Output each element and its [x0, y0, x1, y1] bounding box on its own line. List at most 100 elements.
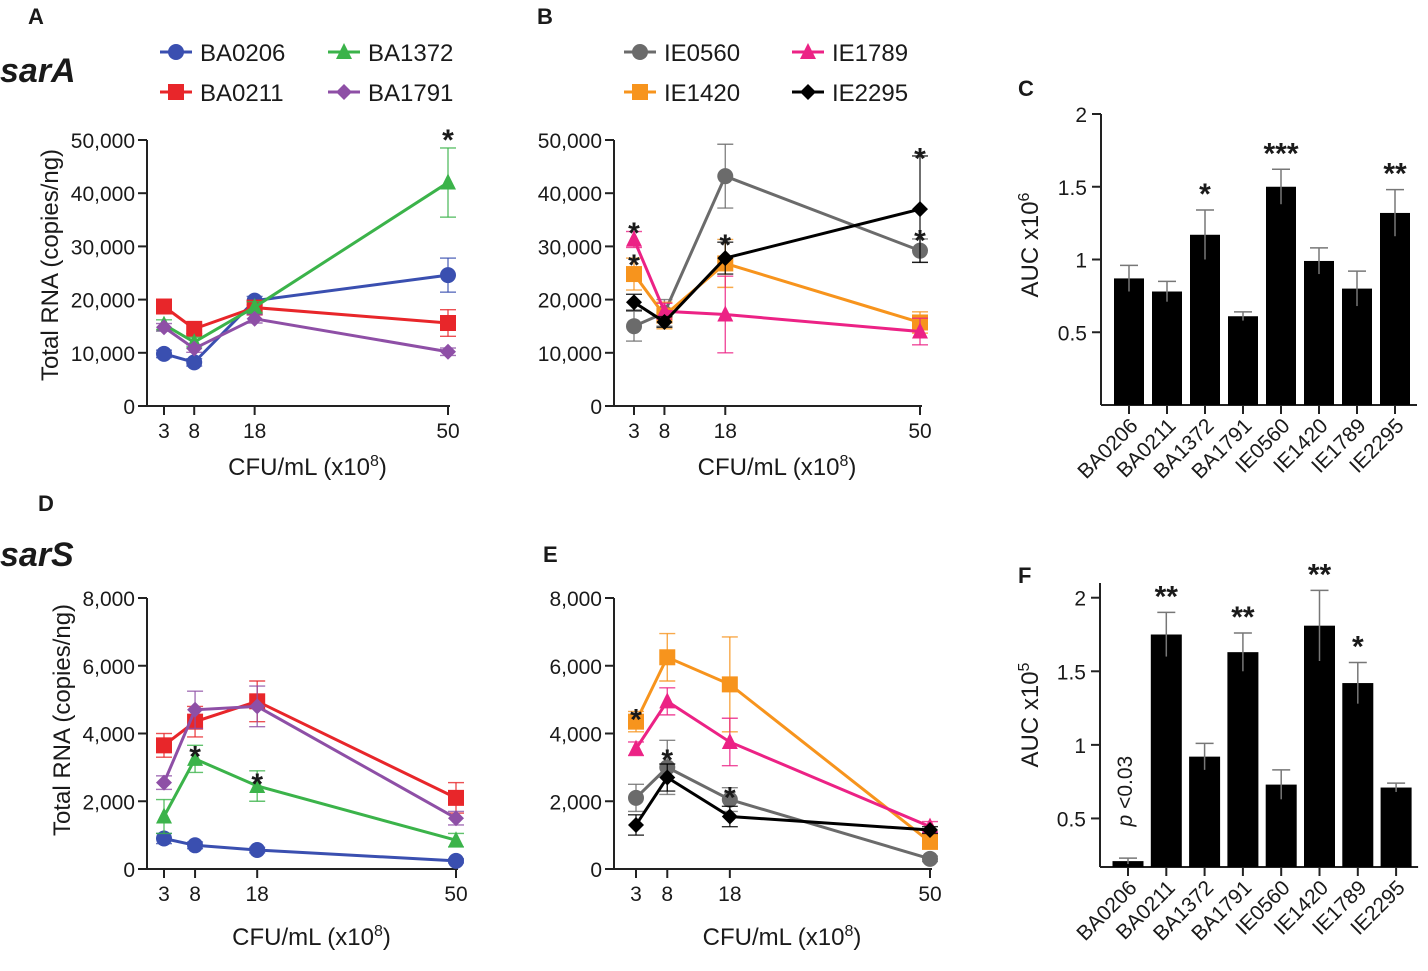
series-line-IE1420	[632, 261, 921, 324]
significance-star: *	[724, 781, 736, 814]
bar-IE1420	[1304, 625, 1335, 867]
significance-star: *	[628, 217, 640, 250]
data-point-IE1789	[717, 305, 734, 322]
p-value-note: p <0.03	[1114, 756, 1137, 828]
bar-IE0560	[1266, 186, 1296, 405]
y-axis-label-superscript: 5	[1016, 662, 1033, 671]
data-point-IE2295	[912, 201, 928, 218]
bar-BA0211	[1152, 291, 1182, 405]
y-tick-label: 1.5	[1058, 177, 1087, 200]
data-point-BA1791	[187, 701, 204, 718]
y-tick-label: 2	[1075, 104, 1087, 127]
data-point-BA0211	[156, 298, 172, 315]
data-point-IE1420	[721, 676, 738, 693]
bar-BA1372	[1190, 234, 1220, 405]
panel-letter-A: A	[28, 4, 44, 29]
data-point-IE2295	[628, 816, 644, 833]
y-tick-label: 2	[1074, 588, 1086, 611]
legend-marker-BA1372	[336, 43, 352, 59]
data-point-IE2295	[717, 250, 734, 267]
gene-title-sarA: sarA	[0, 52, 76, 90]
series-line-BA1791	[162, 704, 457, 820]
data-point-IE1789	[659, 692, 676, 709]
y-tick-label: 0.5	[1057, 808, 1086, 831]
y-tick-label: 40,000	[71, 183, 135, 206]
data-point-BA1791	[156, 774, 172, 791]
legend-marker-BA0211	[168, 84, 184, 100]
significance-star: *	[1199, 178, 1211, 211]
data-point-BA1372	[440, 173, 456, 190]
series-line-IE1789	[634, 699, 931, 829]
data-point-IE0560	[922, 850, 938, 867]
bar-BA1791	[1228, 316, 1258, 405]
gene-title-sarS: sarS	[0, 536, 74, 574]
x-tick-label: 3	[158, 420, 170, 443]
x-tick-label: 18	[243, 420, 266, 443]
data-point-BA1372	[246, 298, 263, 315]
x-axis-label-superscript: 8	[370, 453, 379, 470]
data-point-BA1791	[440, 343, 456, 360]
legend-label-BA1372: BA1372	[368, 40, 453, 67]
x-axis-label-superscript: 8	[374, 923, 383, 940]
bar-IE2295	[1380, 787, 1412, 867]
data-point-IE0560	[721, 791, 738, 808]
bar-IE2295	[1380, 212, 1410, 405]
legend-label-BA1791: BA1791	[368, 80, 453, 107]
data-point-BA1372	[187, 749, 204, 766]
x-tick-label: 3	[630, 883, 642, 906]
y-tick-label: 10,000	[538, 343, 602, 366]
legend-marker-BA1791	[336, 84, 352, 100]
series-line-IE0560	[634, 765, 931, 861]
data-point-BA0206	[249, 842, 266, 859]
x-tick-label: 18	[714, 420, 737, 443]
y-axis-label: AUC x105	[1016, 662, 1044, 767]
y-axis-label-superscript: 6	[1016, 192, 1033, 201]
significance-star: *	[914, 225, 926, 258]
y-axis-label: Total RNA (copies/ng)	[37, 149, 64, 381]
significance-star: **	[1155, 580, 1179, 613]
x-axis-label: CFU/mL (x108)	[232, 923, 391, 951]
bar-IE1789	[1342, 683, 1374, 867]
series-line-IE0560	[633, 174, 921, 328]
data-point-IE1789	[912, 322, 928, 339]
series-line-BA0206	[163, 273, 449, 365]
data-point-BA1791	[249, 698, 266, 715]
data-point-IE2295	[721, 808, 738, 825]
y-tick-label: 10,000	[71, 343, 135, 366]
panel-letter-D: D	[38, 491, 54, 516]
y-tick-label: 6,000	[82, 656, 135, 679]
x-tick-label: 8	[659, 420, 671, 443]
significance-star: **	[1383, 158, 1407, 191]
series-line-BA0211	[163, 305, 449, 331]
data-point-BA1791	[448, 810, 464, 827]
bar-BA1791	[1227, 652, 1259, 867]
data-point-IE0560	[717, 168, 734, 185]
x-axis-label-end: )	[383, 924, 391, 951]
x-axis-label-end: )	[379, 454, 387, 481]
y-tick-label: 2,000	[82, 791, 135, 814]
legend-marker-IE2295	[800, 84, 816, 100]
series-line-BA1791	[163, 317, 449, 354]
series-line-IE1789	[632, 238, 921, 334]
x-tick-label: 18	[718, 883, 741, 906]
x-axis-label-end: )	[848, 454, 856, 481]
y-tick-label: 8,000	[549, 588, 602, 611]
panel-letter-E: E	[543, 542, 558, 567]
x-axis-label: CFU/mL (x108)	[703, 923, 862, 951]
legend-label-IE1420: IE1420	[664, 80, 740, 107]
y-tick-label: 8,000	[82, 588, 135, 611]
data-point-BA1791	[156, 319, 172, 336]
series-line-BA0206	[163, 837, 457, 863]
data-point-IE1789	[656, 302, 673, 319]
x-tick-label: 8	[661, 883, 673, 906]
legend-label-IE1789: IE1789	[832, 40, 908, 67]
y-tick-label: 20,000	[71, 290, 135, 313]
data-point-IE1420	[659, 649, 676, 666]
x-axis-label: CFU/mL (x108)	[228, 453, 387, 481]
data-point-IE1420	[628, 713, 644, 730]
panel-letter-B: B	[537, 4, 553, 29]
y-tick-label: 2,000	[549, 791, 602, 814]
significance-star: **	[1231, 601, 1255, 634]
series-line-BA0211	[163, 699, 457, 800]
